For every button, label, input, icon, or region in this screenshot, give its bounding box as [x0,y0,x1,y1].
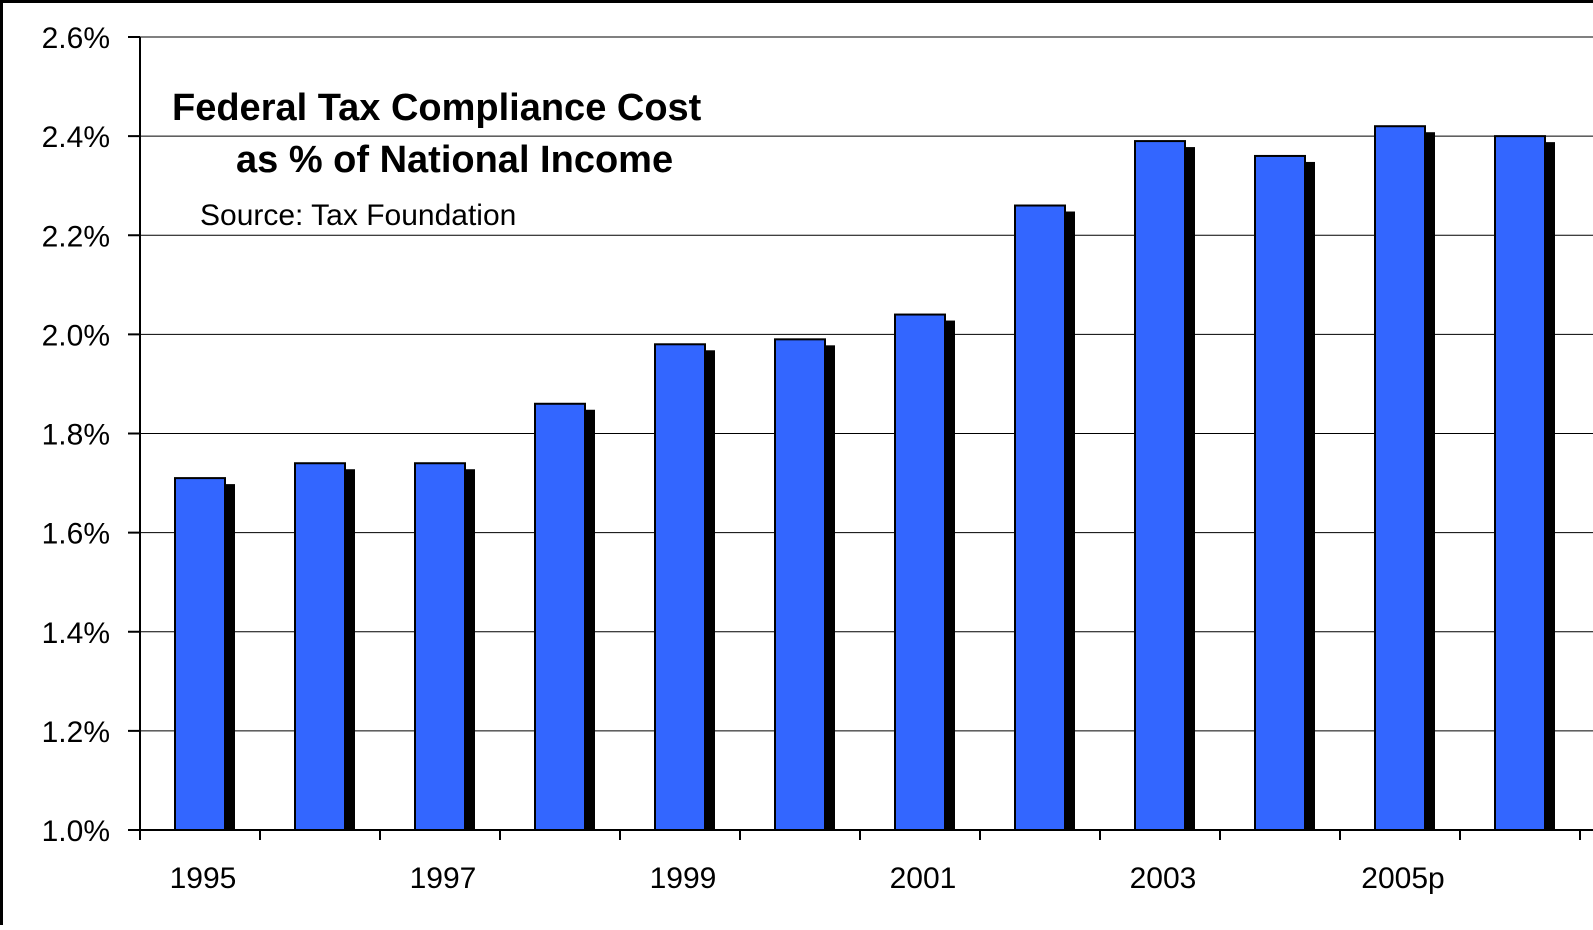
x-tick-label: 1995 [170,862,237,895]
chart-title-line2: as % of National Income [236,139,673,181]
y-tick-label: 1.6% [42,518,110,551]
bar-1996 [295,463,345,830]
x-tick-label: 2005p [1361,862,1444,895]
y-tick-label: 1.8% [42,419,110,452]
bar-2004 [1255,156,1305,830]
x-tick-label: 2003 [1130,862,1197,895]
y-tick-label: 1.0% [42,815,110,848]
bar-2006p [1495,136,1545,830]
y-tick-label: 2.4% [42,121,110,154]
bar-2002 [1015,206,1065,830]
x-tick-label: 1999 [650,862,717,895]
bar-2000 [775,339,825,830]
x-tick-label: 2001 [890,862,957,895]
bar-1999 [655,344,705,830]
y-tick-label: 1.2% [42,716,110,749]
bar-2001 [895,315,945,830]
y-tick-label: 2.2% [42,220,110,253]
bar-2005p [1375,126,1425,830]
y-tick-labels: 1.0% 1.2% 1.4% 1.6% 1.8% 2.0% 2.2% 2.4% 2.6% [42,22,110,848]
bar-1995 [175,478,225,830]
y-tick-label: 1.4% [42,617,110,650]
chart-title: Federal Tax Compliance Cost [172,87,702,129]
bar-1998 [535,404,585,830]
bar-1997 [415,463,465,830]
bar-2003 [1135,141,1185,830]
chart-subtitle: Source: Tax Foundation [200,199,516,232]
y-tick-label: 2.0% [42,319,110,352]
y-tick-label: 2.6% [42,22,110,55]
x-tick-label: 1997 [410,862,477,895]
